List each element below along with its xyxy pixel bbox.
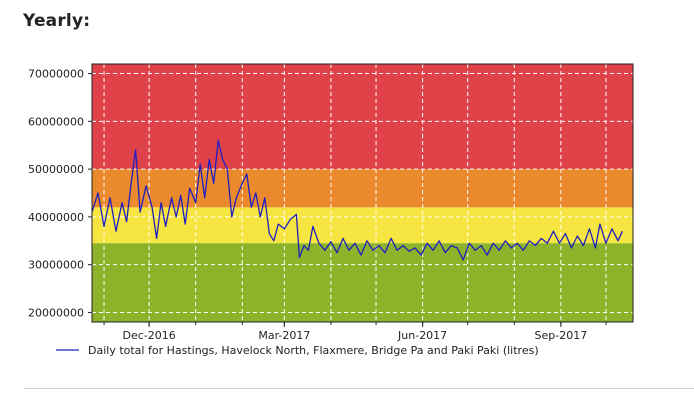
threshold-bands	[92, 64, 633, 322]
y-tick-label-0: 20000000	[28, 306, 84, 319]
y-axis: 20000000 30000000 40000000 50000000 60000000…	[28, 68, 92, 320]
x-tick-label-3: Sep-2017	[535, 329, 588, 342]
y-tick-label-1: 30000000	[28, 259, 84, 272]
x-axis: Dec-2016 Mar-2017 Jun-2017 Sep-2017	[104, 322, 606, 342]
band-0	[92, 243, 633, 322]
legend: Daily total for Hastings, Havelock North…	[56, 344, 539, 357]
y-tick-label-4: 60000000	[28, 115, 84, 128]
x-tick-label-1: Mar-2017	[258, 329, 310, 342]
divider	[24, 388, 694, 389]
x-tick-label-2: Jun-2017	[397, 329, 447, 342]
band-1	[92, 207, 633, 243]
y-tick-label-5: 70000000	[28, 68, 84, 81]
y-tick-label-3: 50000000	[28, 163, 84, 176]
y-tick-label-2: 40000000	[28, 211, 84, 224]
band-3	[92, 64, 633, 169]
x-tick-label-0: Dec-2016	[122, 329, 175, 342]
legend-label: Daily total for Hastings, Havelock North…	[88, 344, 539, 357]
